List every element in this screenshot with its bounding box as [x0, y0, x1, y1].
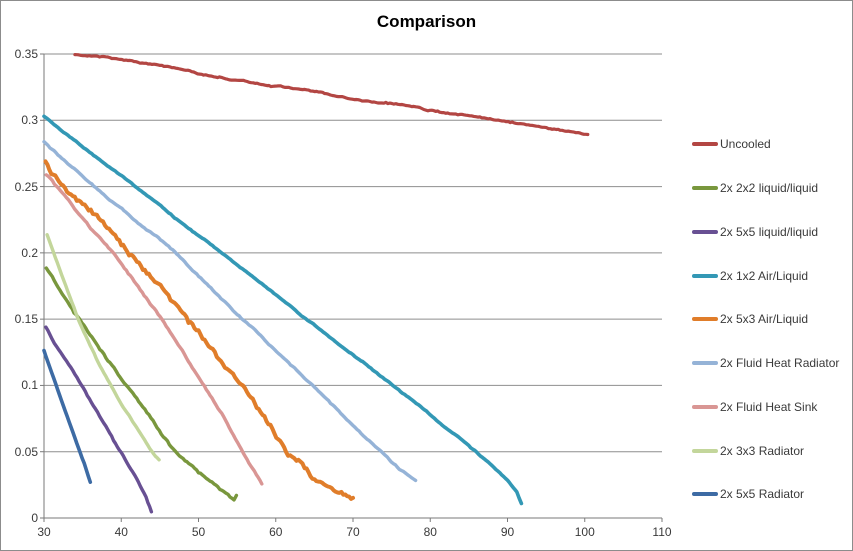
- y-tick-label: 0.35: [14, 47, 38, 61]
- legend-item[interactable]: 2x Fluid Heat Sink: [692, 397, 817, 417]
- legend-label: 2x Fluid Heat Radiator: [720, 356, 840, 371]
- legend-item[interactable]: 2x 5x5 Radiator: [692, 484, 804, 504]
- y-tick-label: 0: [31, 511, 38, 525]
- y-tick-label: 0.05: [14, 444, 38, 459]
- series-line-2x-1x2-air-liquid[interactable]: [42, 114, 524, 506]
- y-tick-label: 0.2: [21, 245, 38, 260]
- x-tick-label: 110: [652, 525, 672, 539]
- y-tick-label: 0.15: [14, 312, 38, 327]
- legend-item[interactable]: 2x 2x2 liquid/liquid: [692, 178, 818, 198]
- legend-label: 2x 5x5 Radiator: [720, 487, 805, 502]
- legend-item[interactable]: Uncooled: [692, 134, 771, 154]
- chart-title[interactable]: Comparison: [376, 12, 477, 31]
- x-tick-label: 70: [346, 525, 360, 539]
- series-line-2x-fluid-heat-sink[interactable]: [44, 173, 264, 486]
- series-line-2x-fluid-heat-radiator[interactable]: [42, 140, 418, 483]
- x-tick-label: 40: [114, 525, 128, 539]
- y-tick-label: 0.3: [21, 113, 38, 128]
- y-tick-label: 0.25: [14, 179, 38, 194]
- y-tick-label: 0.1: [21, 378, 38, 393]
- legend-label: 2x 5x3 Air/Liquid: [720, 312, 809, 327]
- x-tick-label: 100: [574, 525, 595, 539]
- legend-swatch-line: [692, 448, 718, 453]
- legend-item[interactable]: 2x Fluid Heat Radiator: [692, 353, 839, 373]
- legend-swatch-line: [692, 317, 718, 322]
- legend-label: Uncooled: [720, 137, 771, 152]
- legend-swatch-line: [692, 229, 718, 234]
- legend-label: 2x 5x5 liquid/liquid: [720, 224, 819, 239]
- legend-swatch-line: [692, 273, 718, 278]
- legend-item[interactable]: 2x 3x3 Radiator: [692, 441, 804, 461]
- series-line-2x-3x3-radiator[interactable]: [45, 233, 161, 462]
- legend-label: 2x Fluid Heat Sink: [720, 399, 818, 414]
- legend-swatch-line: [692, 404, 718, 409]
- x-tick-label: 90: [500, 525, 515, 539]
- legend-swatch-line: [692, 142, 718, 147]
- legend-swatch-line: [692, 492, 718, 497]
- series-line-2x-5x5-liquid-liquid[interactable]: [44, 325, 154, 514]
- legend-swatch-line: [692, 361, 718, 366]
- x-tick-label: 50: [191, 525, 206, 539]
- x-tick-label: 30: [37, 525, 51, 539]
- legend-label: 2x 2x2 liquid/liquid: [720, 181, 819, 196]
- legend-item[interactable]: 2x 1x2 Air/Liquid: [692, 266, 808, 286]
- series-line-2x-5x5-radiator[interactable]: [42, 348, 93, 484]
- series-line-uncooled[interactable]: [73, 53, 590, 137]
- legend-label: 2x 3x3 Radiator: [720, 443, 805, 458]
- legend-item[interactable]: 2x 5x5 liquid/liquid: [692, 222, 818, 242]
- legend-label: 2x 1x2 Air/Liquid: [720, 268, 809, 283]
- x-tick-label: 60: [269, 525, 283, 539]
- series-line-2x-5x3-air-liquid[interactable]: [43, 159, 355, 501]
- legend-item[interactable]: 2x 5x3 Air/Liquid: [692, 309, 808, 329]
- legend-swatch-line: [692, 186, 718, 191]
- x-tick-label: 80: [423, 525, 437, 539]
- series-line-2x-2x2-liquid-liquid[interactable]: [44, 266, 239, 502]
